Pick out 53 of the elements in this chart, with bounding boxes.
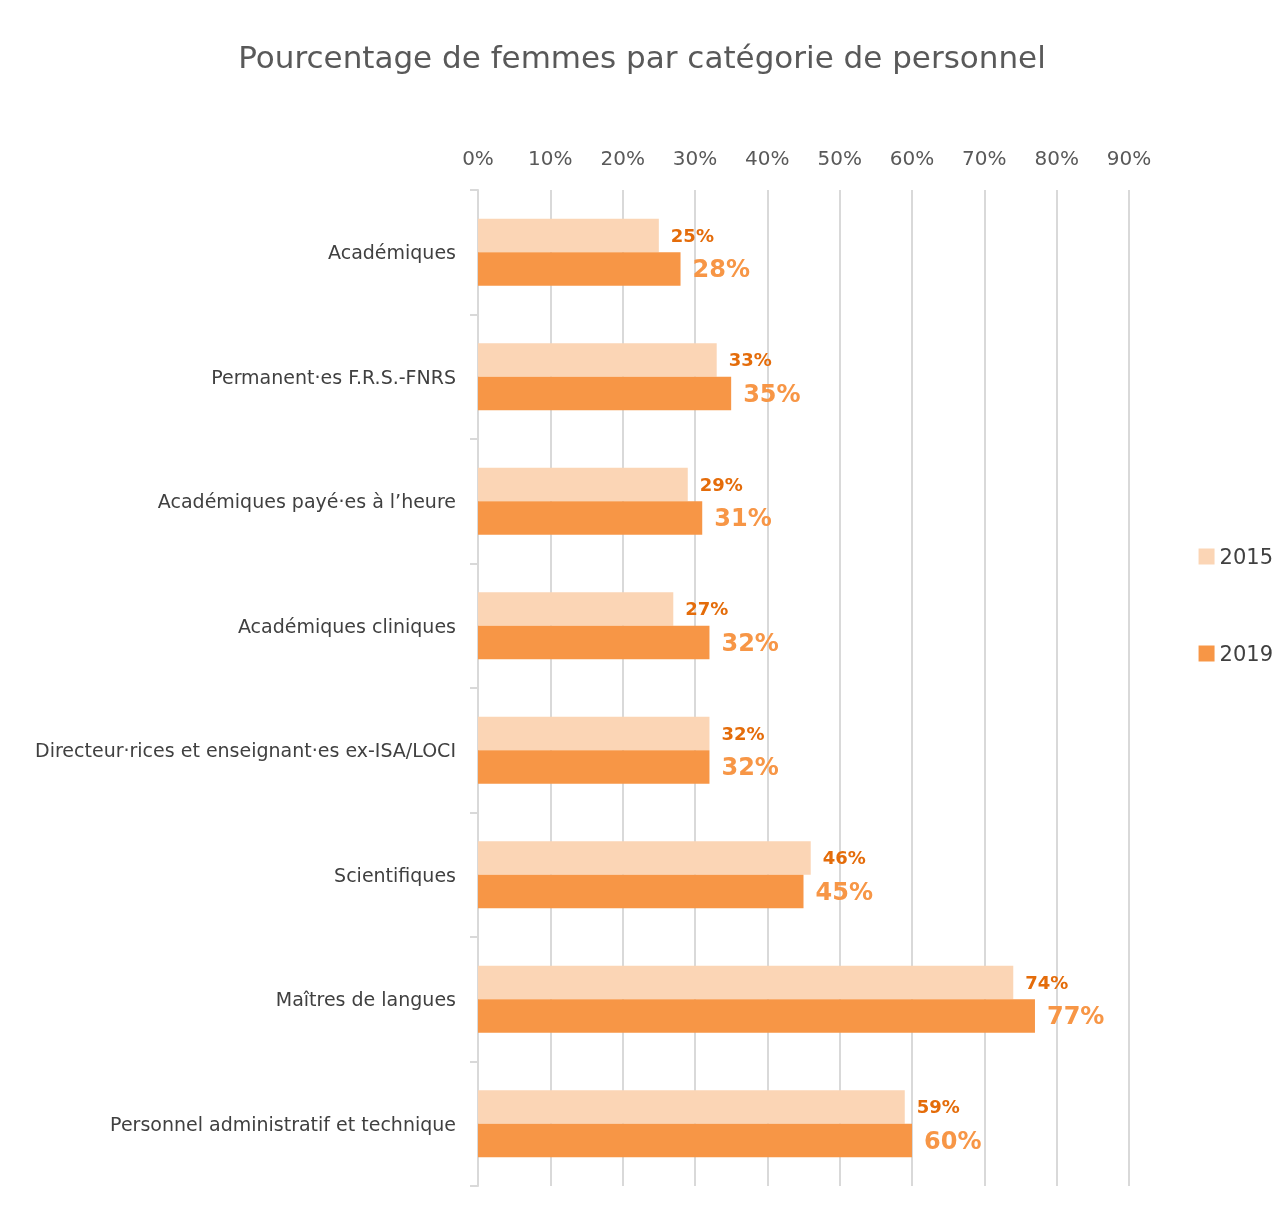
bar bbox=[478, 999, 1035, 1033]
y-tick-label: Académiques payé·es à l’heure bbox=[157, 490, 456, 513]
x-tick-label: 60% bbox=[889, 146, 935, 170]
data-label: 31% bbox=[714, 504, 772, 533]
y-tick-label: Permanent·es F.R.S.-FNRS bbox=[211, 365, 456, 388]
bar bbox=[478, 965, 1014, 1000]
bar bbox=[478, 1090, 905, 1124]
bar bbox=[478, 501, 703, 535]
x-tick-label: 30% bbox=[672, 146, 718, 170]
data-label: 32% bbox=[721, 628, 779, 657]
bar bbox=[478, 376, 732, 411]
bar bbox=[478, 874, 804, 909]
bar bbox=[478, 716, 710, 751]
x-tick-label: 70% bbox=[962, 146, 1007, 170]
bar bbox=[478, 750, 710, 784]
bar bbox=[478, 592, 674, 626]
x-tick-label: 90% bbox=[1106, 146, 1152, 170]
data-label: 60% bbox=[924, 1126, 982, 1155]
bar bbox=[478, 467, 688, 502]
x-tick-label: 0% bbox=[462, 146, 494, 170]
bar bbox=[478, 625, 710, 660]
bar bbox=[478, 841, 811, 875]
x-tick-label: 40% bbox=[745, 146, 790, 170]
data-label: 28% bbox=[692, 255, 750, 284]
legend-label: 2015 bbox=[1219, 544, 1274, 569]
y-tick-label: Maîtres de langues bbox=[275, 988, 456, 1011]
data-label: 74% bbox=[1025, 971, 1069, 993]
data-label: 27% bbox=[685, 598, 729, 620]
x-tick-label: 20% bbox=[600, 146, 645, 170]
data-label: 32% bbox=[721, 753, 779, 782]
x-tick-label: 10% bbox=[528, 146, 573, 170]
y-tick-label: Académiques bbox=[328, 241, 456, 264]
data-label: 46% bbox=[822, 847, 866, 869]
data-label: 29% bbox=[699, 473, 743, 495]
data-label: 33% bbox=[728, 349, 772, 371]
chart-title: Pourcentage de femmes par catégorie de personnel bbox=[238, 38, 1046, 75]
x-tick-label: 50% bbox=[817, 146, 862, 170]
data-label: 25% bbox=[670, 224, 714, 246]
data-label: 45% bbox=[815, 877, 873, 906]
data-label: 32% bbox=[721, 722, 765, 744]
x-tick-label: 80% bbox=[1034, 146, 1079, 170]
data-label: 77% bbox=[1046, 1002, 1105, 1031]
y-tick-label: Directeur·rices et enseignant·es ex-ISA/LOCI bbox=[35, 739, 456, 762]
legend-label: 2019 bbox=[1219, 641, 1274, 666]
data-label: 35% bbox=[743, 379, 801, 408]
y-tick-label: Personnel administratif et technique bbox=[110, 1112, 456, 1135]
bar bbox=[478, 218, 659, 253]
data-label: 59% bbox=[916, 1096, 960, 1118]
y-tick-label: Scientifiques bbox=[334, 863, 456, 886]
bar bbox=[478, 343, 717, 377]
y-tick-label: Académiques cliniques bbox=[237, 614, 456, 637]
bar bbox=[478, 252, 681, 286]
bar bbox=[478, 1123, 912, 1158]
